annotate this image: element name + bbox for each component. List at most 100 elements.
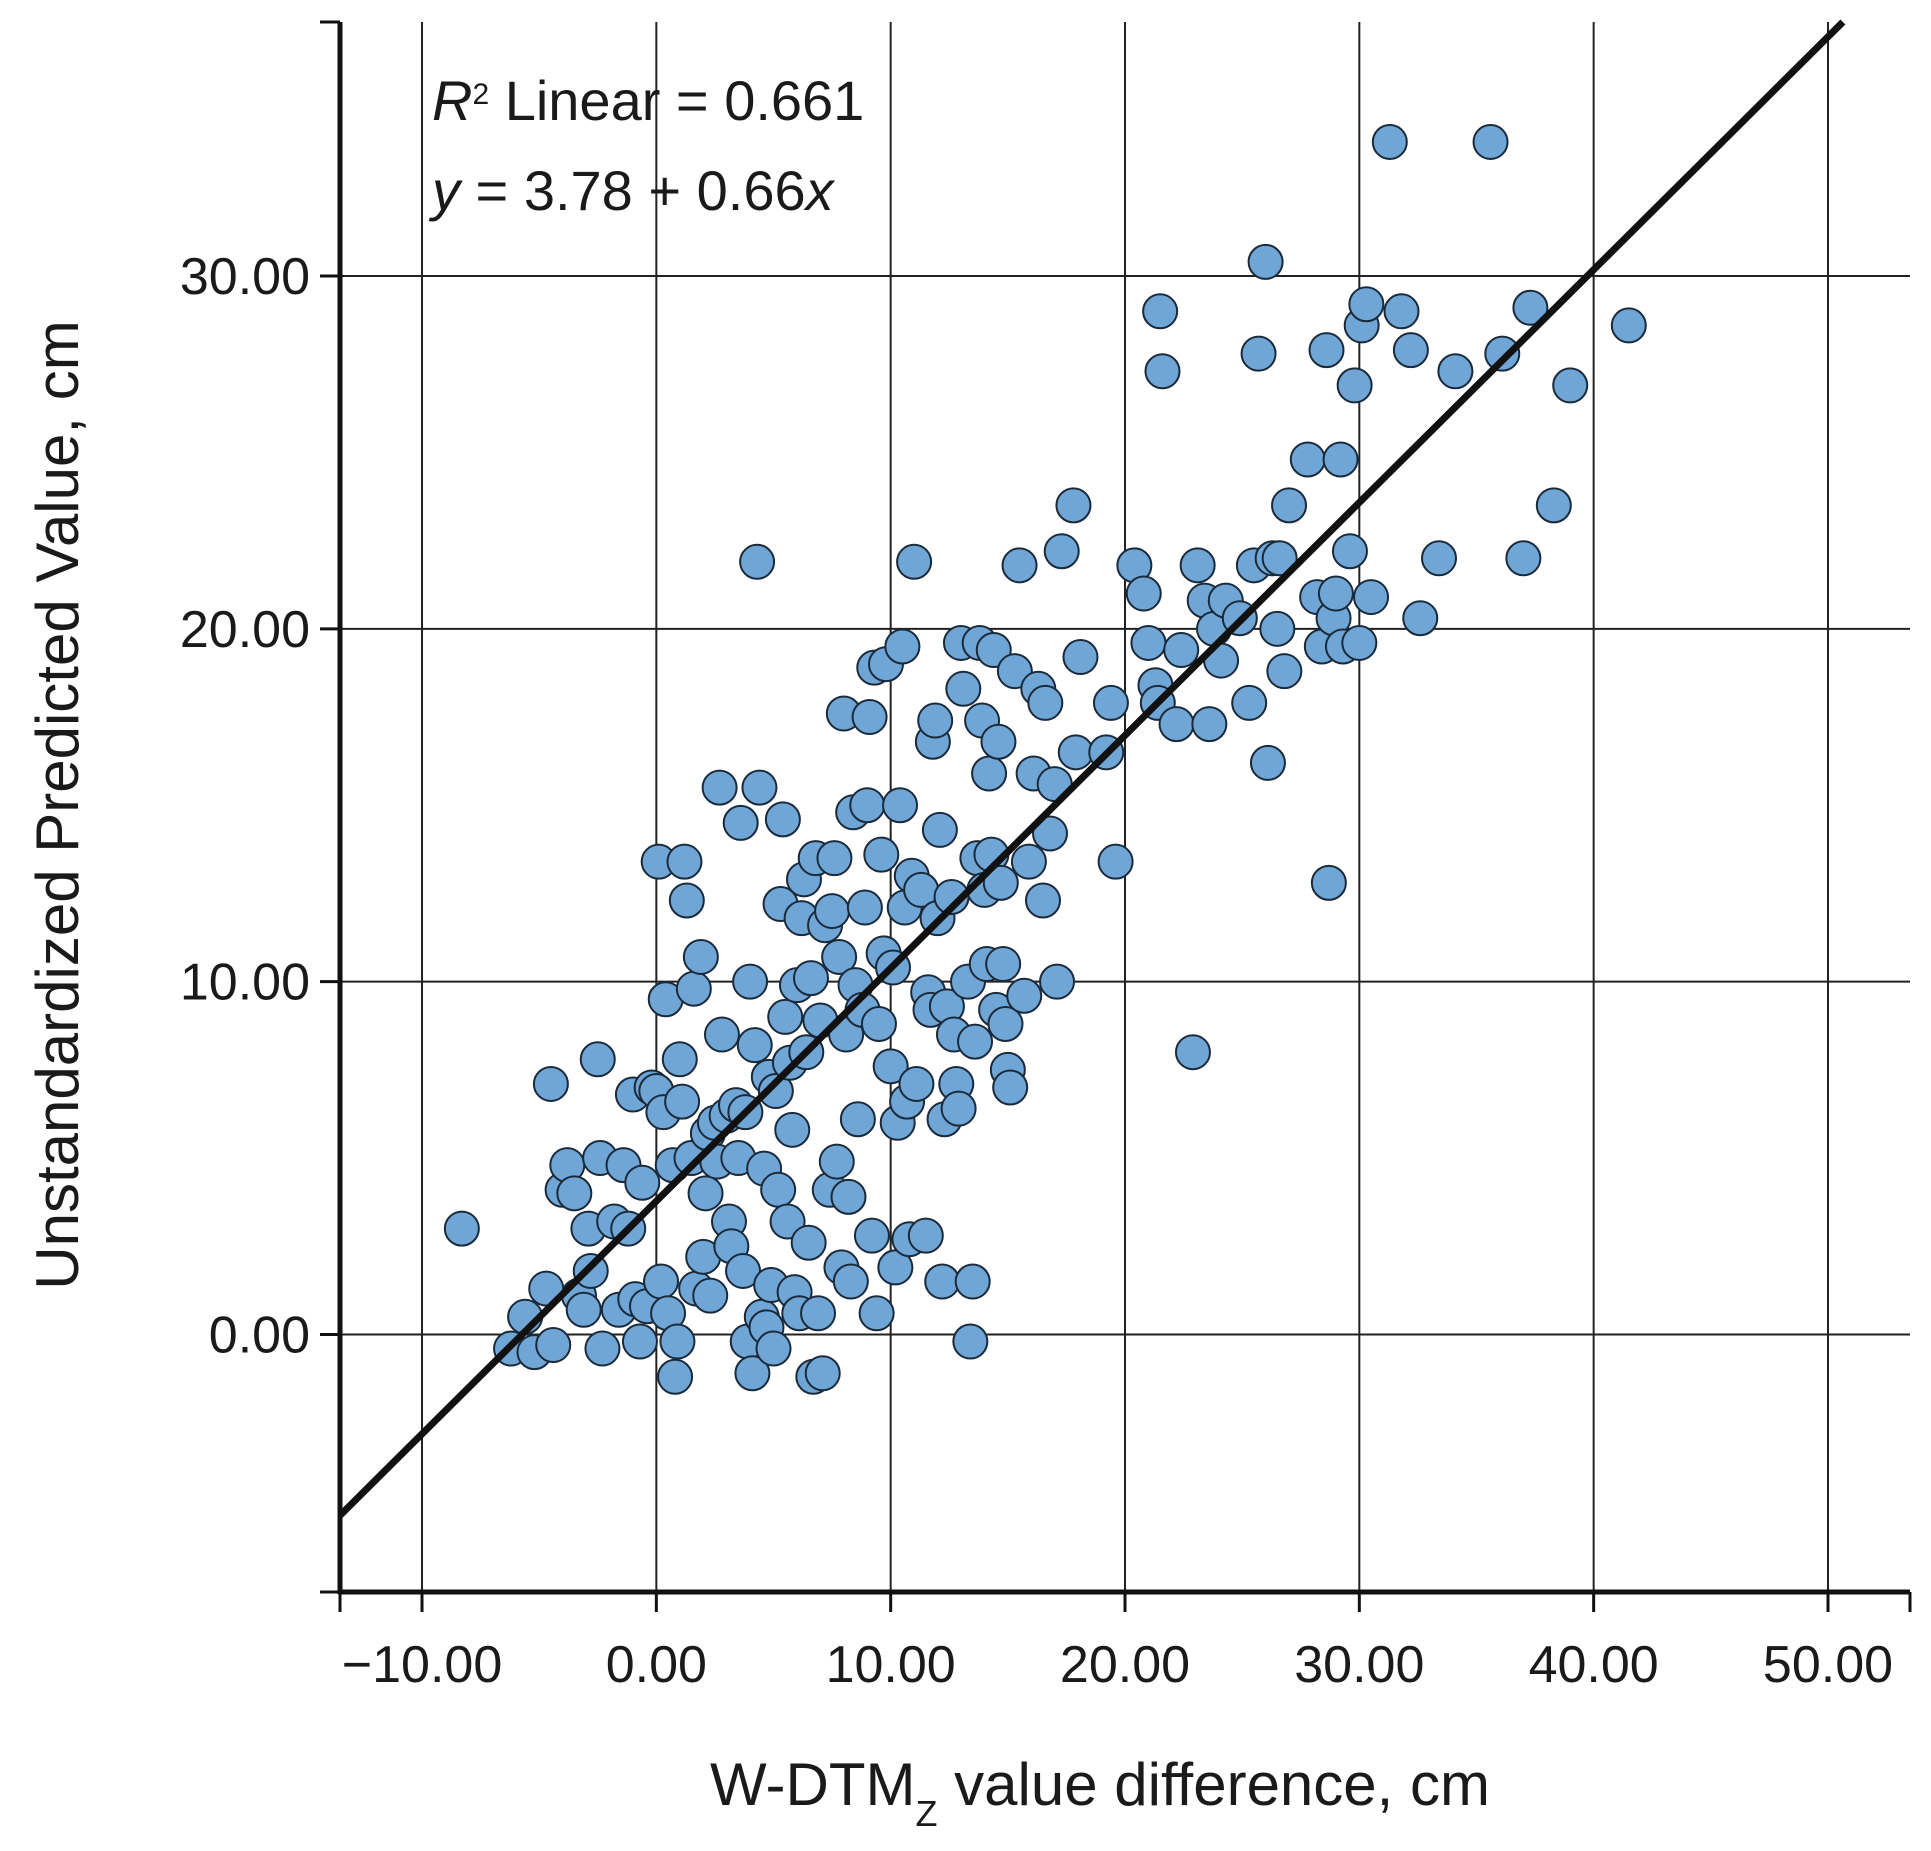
y-tick-label-2: 20.00 <box>180 601 310 659</box>
data-point-35 <box>659 1323 696 1360</box>
data-point-92 <box>804 1355 841 1392</box>
data-point-162 <box>985 946 1022 982</box>
r2-value-text: Linear = 0.661 <box>489 69 864 132</box>
data-point-190 <box>1144 353 1181 390</box>
data-point-24 <box>624 1164 661 1201</box>
data-point-221 <box>1336 367 1373 404</box>
x-axis-title-main: W-DTM <box>710 1751 916 1818</box>
data-point-196 <box>1191 706 1228 743</box>
data-point-234 <box>1505 540 1542 577</box>
data-point-191 <box>1158 706 1195 743</box>
data-point-43 <box>682 938 719 975</box>
data-point-137 <box>921 811 958 848</box>
data-point-110 <box>851 699 888 736</box>
data-point-176 <box>1039 963 1076 1000</box>
regression-line <box>337 19 1846 1518</box>
x-tick-label-1: 0.00 <box>606 1636 707 1694</box>
equation-annotation: y = 3.78 + 0.66x <box>428 159 836 222</box>
data-point-165 <box>992 1069 1029 1106</box>
r2-letter: R <box>432 69 472 132</box>
data-point-90 <box>800 1295 837 1332</box>
x-tick-label-6: 50.00 <box>1763 1636 1893 1694</box>
data-point-113 <box>858 1295 895 1332</box>
data-point-231 <box>1421 540 1457 577</box>
data-point-174 <box>1032 815 1069 852</box>
data-point-122 <box>882 787 919 824</box>
data-point-23 <box>621 1323 658 1360</box>
data-point-71 <box>755 1330 792 1367</box>
data-point-193 <box>1174 1034 1211 1071</box>
data-point-237 <box>1552 367 1589 404</box>
data-point-36 <box>661 1041 698 1078</box>
x-axis-title-subscript: Z <box>915 1793 937 1834</box>
data-points <box>443 123 1647 1395</box>
data-point-192 <box>1163 632 1200 668</box>
data-point-178 <box>1055 487 1092 524</box>
data-point-230 <box>1437 353 1474 390</box>
eq-y: y <box>428 159 463 222</box>
data-point-189 <box>1142 293 1179 330</box>
data-point-73 <box>760 1171 797 1208</box>
data-point-182 <box>1092 684 1129 721</box>
data-point-148 <box>952 1323 989 1360</box>
data-point-109 <box>849 787 886 824</box>
data-point-203 <box>1240 335 1277 372</box>
data-point-172 <box>1024 882 1061 919</box>
data-point-47 <box>692 1277 729 1314</box>
data-point-222 <box>1341 624 1378 661</box>
data-point-160 <box>980 723 1017 760</box>
data-point-98 <box>821 938 858 975</box>
data-point-177 <box>1043 533 1080 570</box>
data-point-214 <box>1308 332 1345 369</box>
data-point-146 <box>945 670 982 707</box>
data-point-173 <box>1027 684 1064 721</box>
data-point-0 <box>443 1210 480 1247</box>
data-point-106 <box>839 1101 876 1138</box>
data-point-11 <box>565 1291 602 1328</box>
data-point-224 <box>1348 286 1385 323</box>
data-point-220 <box>1331 533 1368 570</box>
data-point-129 <box>898 1065 935 1102</box>
y-tick-label-3: 30.00 <box>180 248 310 306</box>
data-point-183 <box>1097 843 1134 880</box>
x-tick-label-0: −10.00 <box>342 1636 503 1694</box>
x-tick-label-4: 30.00 <box>1294 1636 1424 1694</box>
y-axis-title: Unstandardized Predicted Value, cm <box>24 320 91 1289</box>
data-point-156 <box>971 755 1008 792</box>
data-point-208 <box>1261 540 1298 577</box>
data-point-87 <box>793 960 829 997</box>
data-point-209 <box>1266 653 1303 690</box>
data-point-128 <box>896 543 933 580</box>
data-point-138 <box>924 1263 961 1300</box>
data-point-194 <box>1179 547 1216 584</box>
data-point-5 <box>532 1065 569 1102</box>
data-point-102 <box>830 1178 867 1215</box>
data-point-86 <box>790 1224 827 1261</box>
data-point-227 <box>1383 293 1420 330</box>
data-point-38 <box>666 843 703 880</box>
data-point-233 <box>1484 335 1521 372</box>
y-tick-label-0: 0.00 <box>209 1306 310 1364</box>
data-point-235 <box>1512 289 1549 326</box>
y-tick-labels: 0.00 10.00 20.00 30.00 <box>180 248 310 1364</box>
data-point-14 <box>579 1041 616 1078</box>
data-point-45 <box>687 1175 724 1212</box>
data-point-150 <box>957 1023 994 1060</box>
x-tick-label-2: 10.00 <box>826 1636 956 1694</box>
data-point-61 <box>732 963 769 1000</box>
data-point-228 <box>1392 332 1429 369</box>
data-point-37 <box>664 1083 701 1120</box>
data-point-168 <box>1006 977 1043 1014</box>
data-point-79 <box>774 1111 811 1148</box>
data-point-96 <box>816 840 853 877</box>
data-point-62 <box>734 1355 771 1392</box>
data-point-204 <box>1247 243 1284 280</box>
x-tick-labels: −10.00 0.00 10.00 20.00 30.00 40.00 50.00 <box>342 1636 1893 1694</box>
data-point-226 <box>1371 123 1408 160</box>
data-point-236 <box>1535 487 1572 524</box>
r-squared-annotation: R2 Linear = 0.661 <box>432 69 864 132</box>
data-point-135 <box>917 702 954 739</box>
data-point-101 <box>828 1016 865 1053</box>
data-point-39 <box>668 882 705 919</box>
